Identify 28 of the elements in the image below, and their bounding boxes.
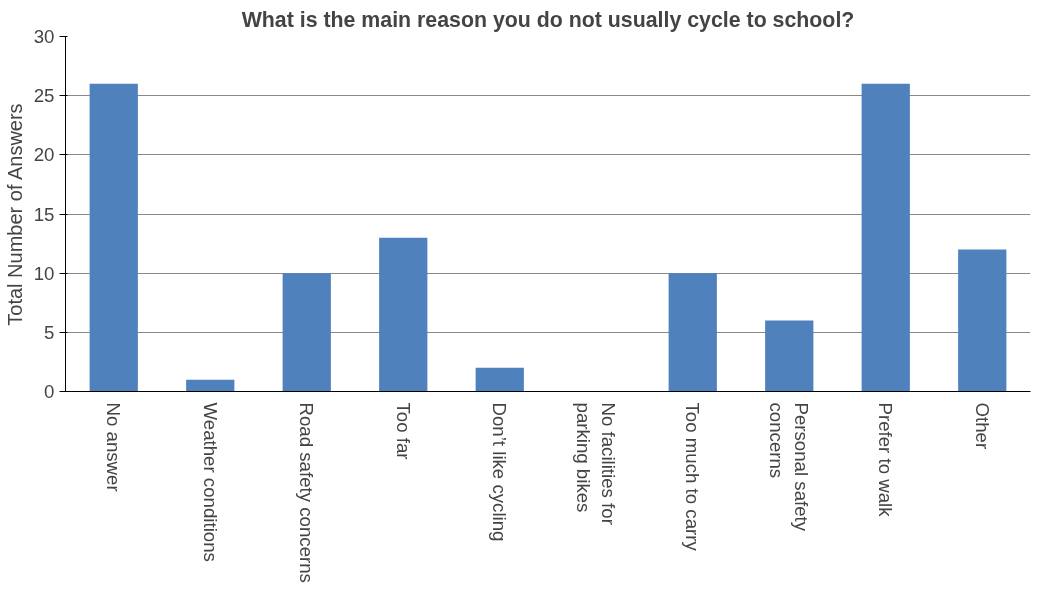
bar — [379, 237, 428, 392]
x-tick-label: Don’t like cycling — [489, 402, 511, 542]
x-tick-label: No answer — [103, 402, 125, 492]
chart-title: What is the main reason you do not usually cycle to school? — [241, 7, 855, 32]
y-tick-label: 30 — [33, 26, 55, 47]
x-tick-label: Road safety concerns — [296, 402, 318, 583]
y-tick-label: 20 — [33, 144, 55, 166]
bar — [89, 83, 138, 392]
y-tick-label: 5 — [44, 321, 55, 343]
x-tick-label: Weather conditions — [199, 402, 221, 562]
x-tick-label: Too far — [392, 402, 414, 460]
bar — [861, 83, 910, 392]
bar — [668, 273, 717, 392]
y-tick-label: 15 — [33, 203, 55, 225]
bar — [186, 379, 235, 392]
bar — [958, 249, 1007, 392]
x-tick-label: Other — [971, 402, 993, 450]
y-tick-label: 0 — [44, 381, 55, 402]
bar — [765, 320, 814, 392]
y-tick-label: 25 — [33, 85, 55, 107]
x-tick-label: Prefer to walk — [875, 402, 897, 518]
x-tick-label: Too much to carry — [682, 402, 704, 552]
y-tick-label: 10 — [33, 262, 55, 284]
bar — [475, 367, 524, 392]
x-tick-label: No facilities for parking bikes — [573, 402, 620, 525]
y-axis-title: Total Number of Answers — [3, 103, 26, 326]
x-tick-label: Personal safety concerns — [766, 402, 813, 532]
bar — [282, 273, 331, 392]
